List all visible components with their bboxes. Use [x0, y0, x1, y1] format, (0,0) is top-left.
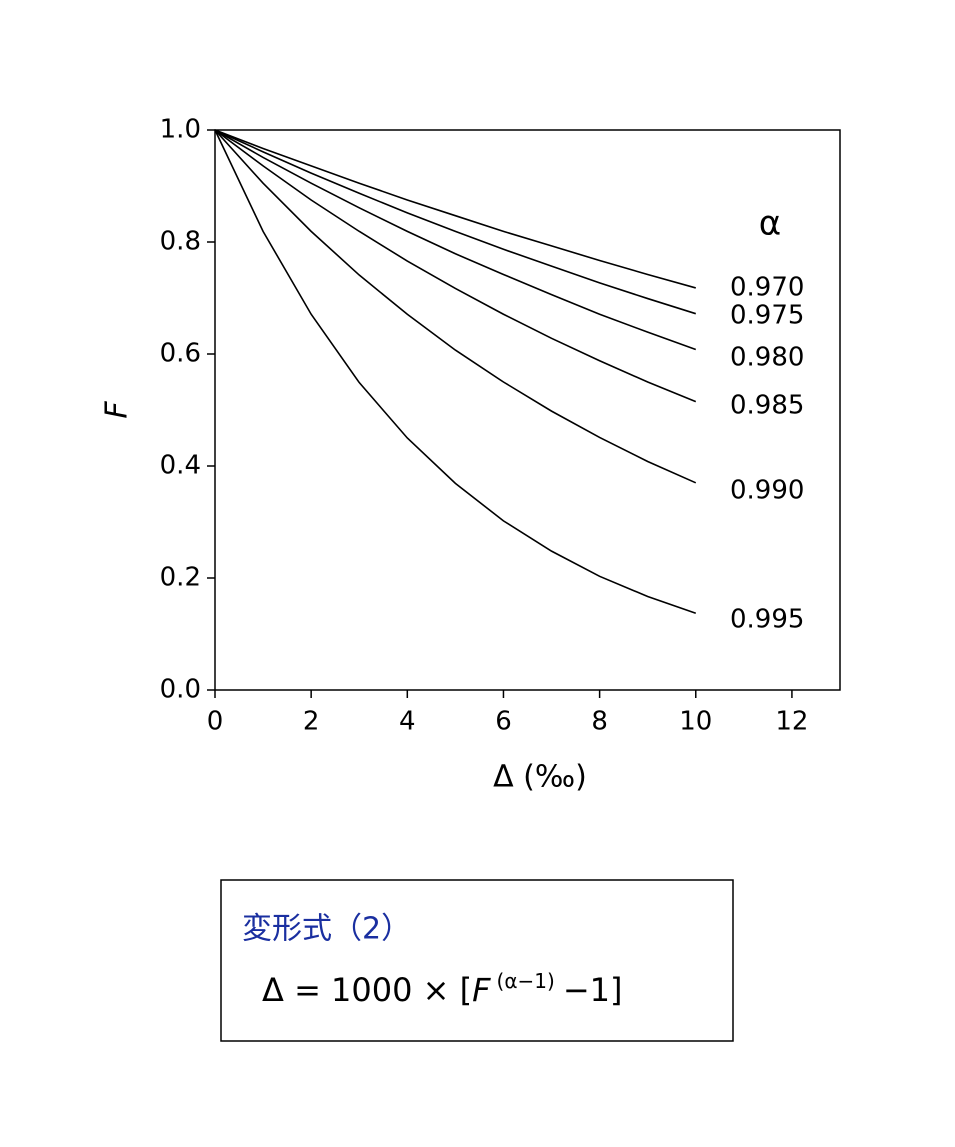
series-label: 0.970 — [730, 273, 804, 303]
formula-box — [220, 879, 734, 1042]
x-tick-label: 2 — [303, 707, 320, 737]
x-tick-label: 12 — [775, 707, 808, 737]
series-line — [214, 129, 697, 315]
x-tick-label: 6 — [495, 707, 512, 737]
series-label: 0.990 — [730, 476, 804, 506]
x-axis-label: Δ (‰) — [493, 760, 587, 795]
formula-rhs: −1] — [563, 971, 623, 1009]
plot-frame — [214, 129, 841, 691]
y-tick-label: 0.2 — [160, 563, 201, 593]
series-line — [214, 129, 696, 289]
formula-title: 変形式（2） — [242, 912, 411, 947]
y-tick-label: 0.6 — [160, 339, 201, 369]
series-label: 0.985 — [730, 391, 804, 421]
y-tick-label: 0.0 — [160, 675, 201, 705]
x-tick-label: 8 — [591, 707, 608, 737]
x-tick-label: 10 — [679, 707, 712, 737]
series-line — [214, 129, 697, 351]
series-line — [214, 129, 697, 403]
x-tick-label: 0 — [207, 707, 224, 737]
series-line — [214, 129, 697, 615]
x-tick-label: 4 — [399, 707, 416, 737]
formula-lhs: Δ = 1000 × [ — [262, 971, 472, 1009]
series-line — [214, 129, 697, 484]
legend-title: α — [759, 204, 781, 244]
formula: Δ = 1000 × [F (α−1) −1] — [262, 969, 622, 1010]
y-tick-label: 0.4 — [160, 451, 201, 481]
y-tick-label: 1.0 — [160, 115, 201, 145]
series-label: 0.975 — [730, 301, 804, 331]
formula-exponent: (α−1) — [497, 969, 555, 993]
series-label: 0.980 — [730, 343, 804, 373]
formula-base: F — [472, 971, 491, 1009]
y-tick-label: 0.8 — [160, 227, 201, 257]
series-label: 0.995 — [730, 605, 804, 635]
y-axis-label: F — [100, 401, 135, 419]
